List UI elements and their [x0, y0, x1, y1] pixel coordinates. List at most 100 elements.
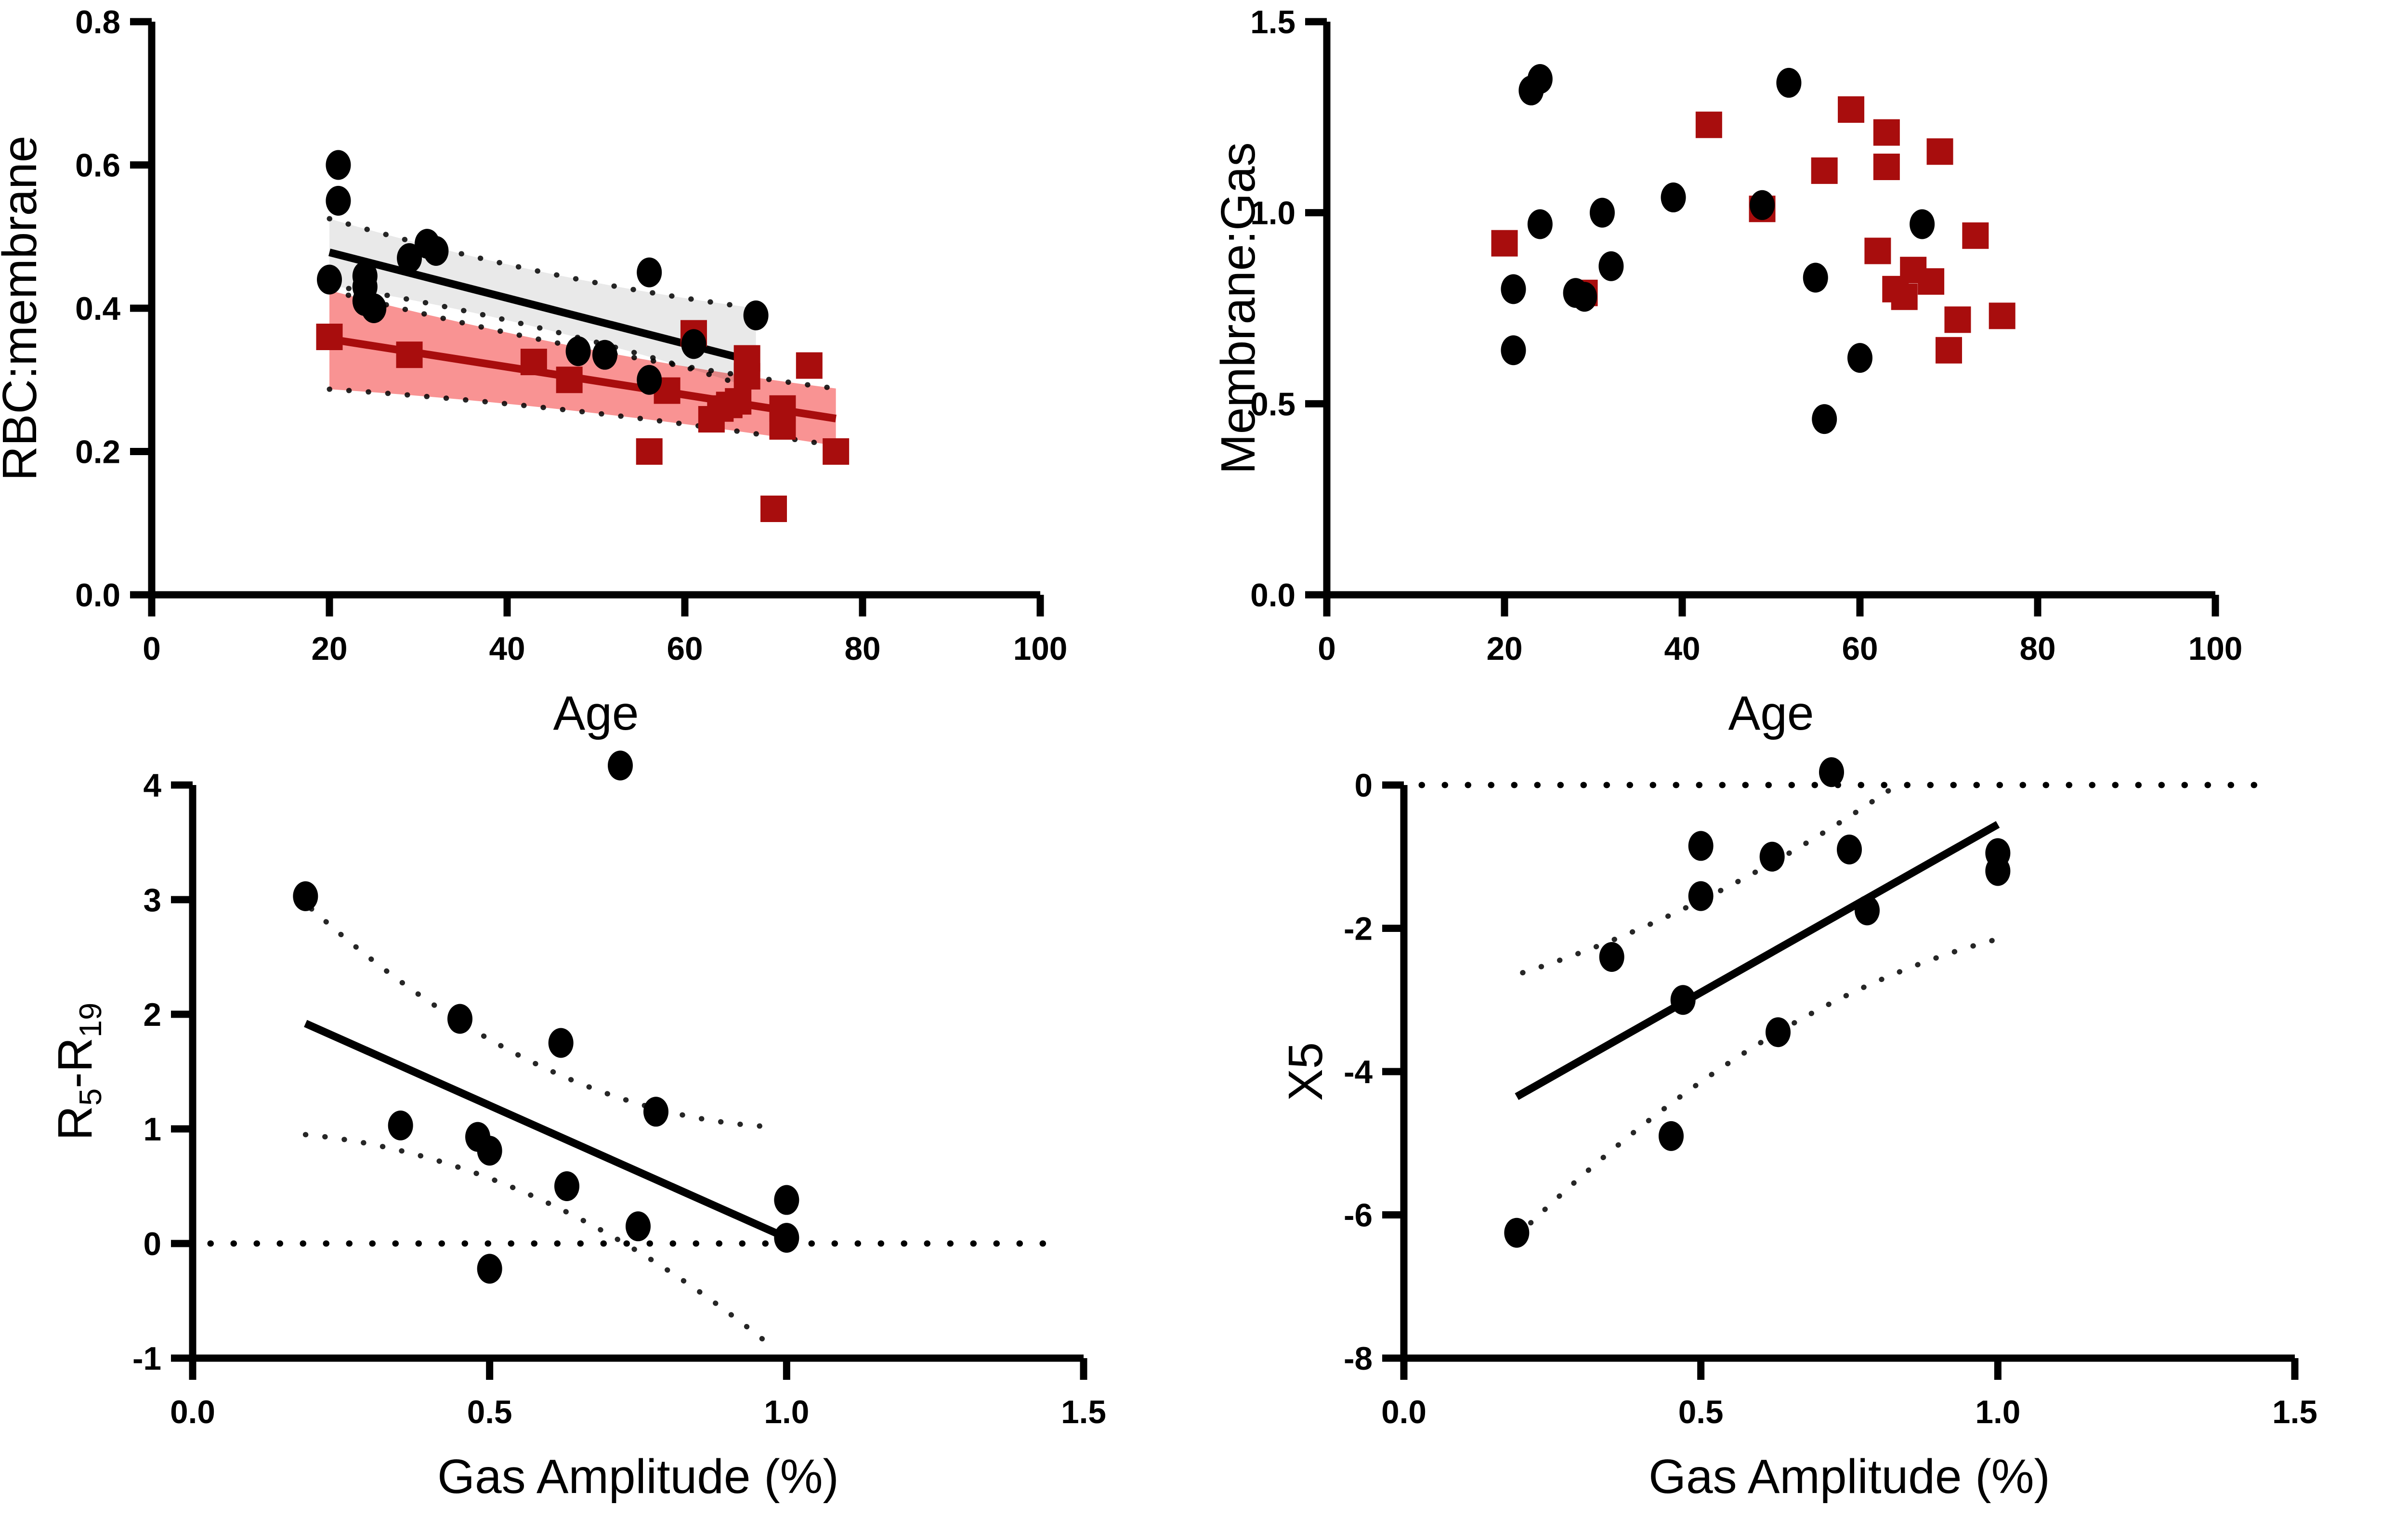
data-point — [520, 349, 547, 376]
y-tick-label: 0.6 — [75, 148, 120, 184]
data-point — [1864, 237, 1891, 264]
y-tick-label: 0.8 — [75, 4, 120, 40]
data-point — [423, 236, 449, 266]
data-point — [637, 257, 662, 288]
x-tick-label: 80 — [844, 631, 880, 667]
data-point — [760, 496, 787, 522]
data-point — [1661, 182, 1686, 212]
data-point — [1837, 834, 1862, 864]
data-point — [733, 363, 760, 390]
data-point — [1926, 138, 1953, 165]
x-tick-label: 100 — [1013, 631, 1068, 667]
regression-line — [1515, 821, 2000, 1100]
data-point — [1598, 251, 1624, 281]
confidence-limit-dotted — [327, 288, 839, 392]
x-tick-label: 60 — [667, 631, 703, 667]
data-point — [1936, 337, 1962, 364]
axes — [1305, 18, 2219, 616]
data-point — [397, 243, 422, 273]
data-point — [1944, 306, 1971, 333]
x-axis-title: Gas Amplitude (%) — [1649, 1450, 2050, 1504]
data-point — [823, 438, 850, 465]
data-point — [548, 1028, 574, 1058]
data-point — [1985, 856, 2011, 886]
x-tick-label: 0.5 — [1678, 1394, 1724, 1430]
data-point — [1759, 841, 1785, 872]
x-axis-title: Age — [1728, 686, 1814, 740]
data-point — [1891, 283, 1918, 310]
data-point — [1819, 757, 1844, 787]
chart-canvas: 0 -2 -4 -6 -80.0 0.5 1.0 1.5 Gas Amplitude (%) X5 — [1279, 757, 2317, 1504]
confidence-limit-dotted — [302, 1132, 778, 1352]
data-point — [1491, 230, 1518, 257]
y-tick-label: 2 — [143, 997, 161, 1033]
x-axis-title: Gas Amplitude (%) — [437, 1450, 839, 1504]
y-tick-label: -2 — [1344, 911, 1373, 947]
data-point — [796, 352, 823, 379]
data-point — [681, 329, 707, 359]
data-point — [565, 336, 591, 367]
data-point — [1688, 831, 1714, 861]
x-tick-label: 0 — [1318, 631, 1336, 667]
data-point — [477, 1136, 502, 1166]
x-tick-label: 0.5 — [467, 1394, 512, 1430]
data-point — [1812, 404, 1837, 434]
data-point — [1501, 274, 1526, 304]
data-point — [637, 365, 662, 395]
y-axis-title: X5 — [1279, 1042, 1333, 1101]
y-tick-label: 0.5 — [1250, 386, 1296, 422]
y-tick-label: 0.2 — [75, 434, 120, 471]
axes — [171, 781, 1087, 1380]
x-tick-label: 20 — [1486, 631, 1522, 667]
data-point — [1766, 1017, 1791, 1048]
data-point — [774, 1185, 799, 1215]
data-point — [1962, 222, 1989, 249]
panel-rbc-membrane-vs-age: 0.0 0.2 0.4 0.6 0.8 0 20 40 60 80 100 Age RBC:membra… — [0, 0, 1221, 766]
data-point — [1776, 67, 1802, 98]
x-tick-label: 1.0 — [1975, 1394, 2020, 1430]
series-asthma — [1491, 96, 2015, 364]
data-point — [1501, 335, 1526, 366]
tick-labels: -1 0 1 2 3 4 0.0 0.5 1.0 1.5 — [132, 768, 1106, 1430]
x-tick-label: 60 — [1842, 631, 1878, 667]
y-tick-label: -8 — [1344, 1341, 1373, 1377]
chart-canvas: 0.0 0.2 0.4 0.6 0.8 0 20 40 60 80 100 Age RBC:membra… — [0, 4, 1068, 740]
y-tick-label: 1 — [143, 1112, 161, 1148]
y-tick-label: -1 — [132, 1341, 161, 1377]
y-tick-label: -4 — [1344, 1054, 1373, 1090]
data-point — [1670, 985, 1696, 1015]
data-point — [1855, 895, 1880, 926]
data-point — [388, 1110, 413, 1140]
axes — [130, 18, 1044, 616]
axes — [1382, 781, 2299, 1380]
regression-line — [304, 1020, 788, 1242]
data-point — [1572, 282, 1597, 312]
data-point — [592, 340, 617, 370]
y-tick-label: 0.4 — [75, 291, 120, 327]
data-point — [1873, 119, 1900, 146]
x-tick-label: 100 — [2188, 631, 2243, 667]
data-point — [1989, 302, 2015, 329]
data-point — [769, 413, 796, 440]
data-point — [1688, 881, 1714, 911]
x-tick-label: 1.5 — [1061, 1394, 1106, 1430]
panel-membrane-gas-vs-age: 0.0 0.5 1.0 1.5 0 20 40 60 80 100 Age Membrane:Gas — [1211, 0, 2408, 766]
series-black — [293, 750, 799, 1284]
x-tick-label: 40 — [489, 631, 525, 667]
x-tick-label: 0.0 — [1381, 1394, 1426, 1430]
y-tick-label: 0 — [1354, 768, 1373, 804]
data-point — [556, 367, 583, 393]
data-point — [608, 750, 633, 781]
data-point — [1873, 153, 1900, 180]
data-point — [1599, 942, 1624, 972]
x-axis-title: Age — [553, 686, 639, 740]
y-tick-label: 3 — [143, 882, 161, 918]
x-tick-label: 40 — [1664, 631, 1700, 667]
data-point — [361, 293, 387, 323]
data-point — [1589, 197, 1615, 228]
chart-canvas: -1 0 1 2 3 4 0.0 0.5 1.0 1.5 Gas Amplitude (%) R5-R… — [48, 750, 1106, 1504]
data-point — [1695, 111, 1722, 138]
confidence-limit-dotted — [1514, 936, 2001, 1239]
